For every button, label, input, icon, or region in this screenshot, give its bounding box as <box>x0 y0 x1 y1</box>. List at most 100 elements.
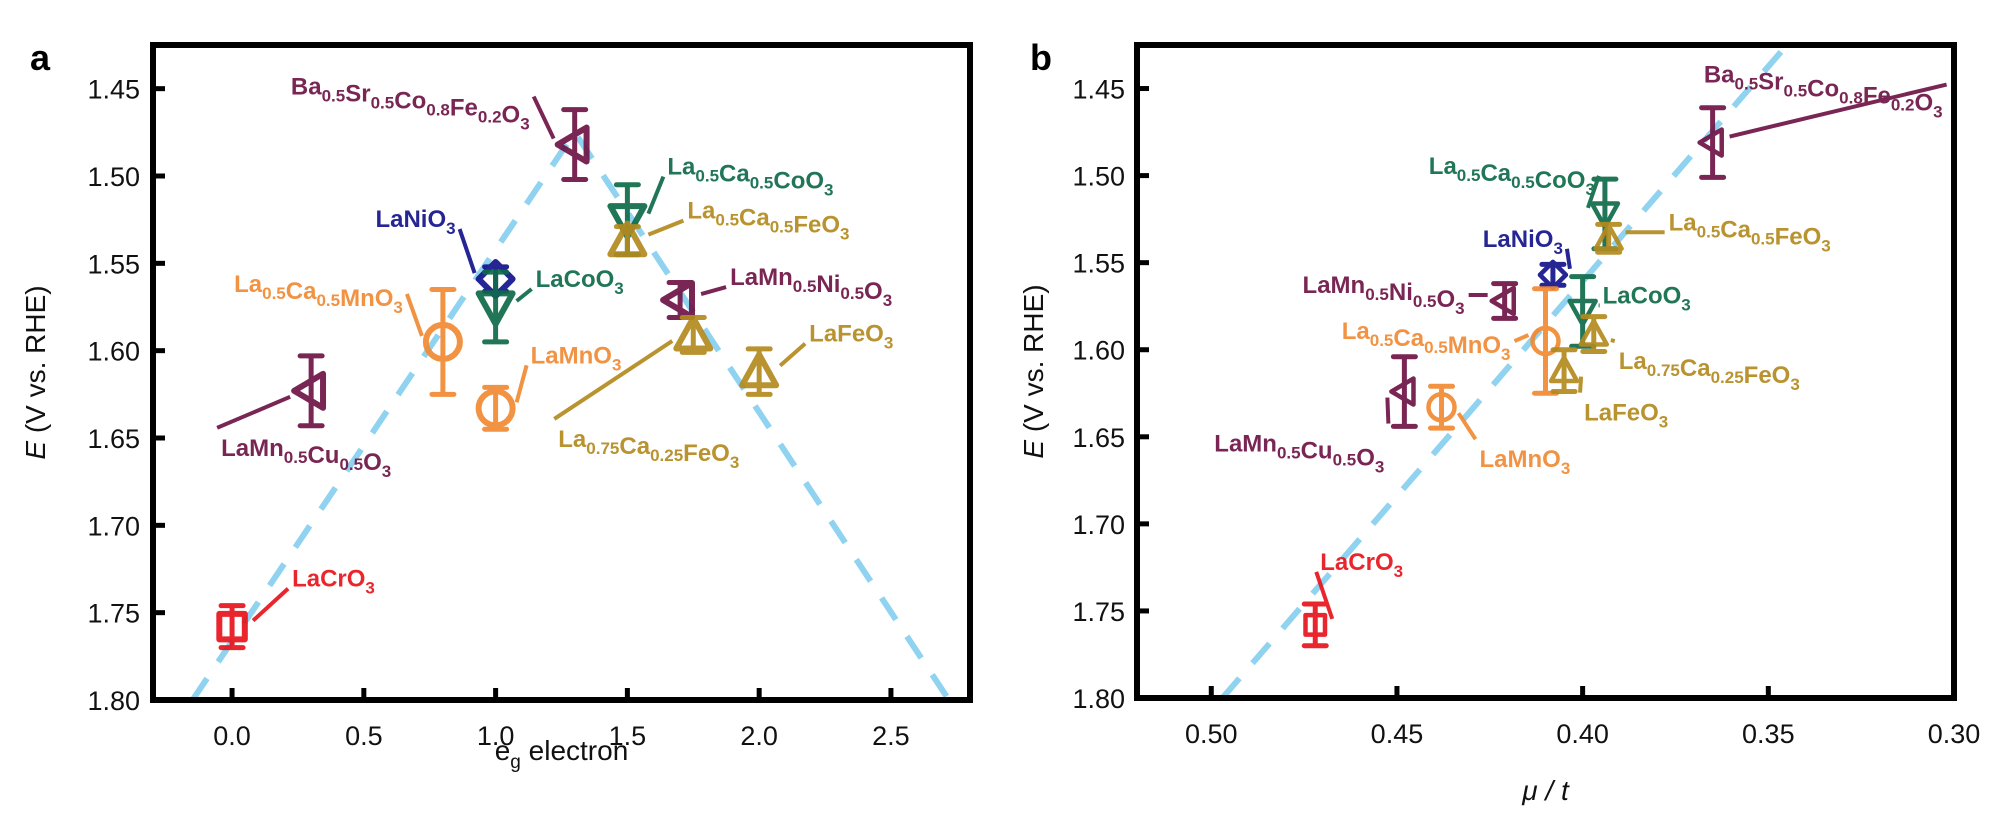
data-label-part: La <box>558 426 587 453</box>
data-point: La0.5Ca0.5FeO3 <box>607 198 850 258</box>
data-label-part: LaNiO <box>1483 226 1554 253</box>
data-label: LaMnO3 <box>531 342 622 374</box>
data-label-part: Ca <box>1720 216 1751 243</box>
x-axis-label-rest: electron <box>521 735 628 766</box>
data-label-part: Ni <box>1389 279 1413 306</box>
data-label-subscript: 3 <box>840 225 849 244</box>
data-label: LaFeO3 <box>809 321 893 353</box>
data-label-part: FeO <box>793 212 840 239</box>
data-point: Ba0.5Sr0.5Co0.8Fe0.2O3 <box>1697 62 1948 180</box>
data-label: LaNiO3 <box>1483 226 1563 258</box>
data-label-part: Sr <box>345 81 370 108</box>
data-label-part: FeO <box>1744 362 1791 389</box>
x-tick-label: 0.5 <box>345 721 383 751</box>
data-label-subscript: 0.8 <box>1839 89 1863 108</box>
data-label-subscript: 3 <box>884 334 893 353</box>
marker-triangle-down <box>475 290 516 327</box>
data-label-subscript: 3 <box>614 279 623 298</box>
y-tick-label: 1.50 <box>87 162 140 192</box>
marker-triangle-down <box>1567 298 1598 327</box>
data-label-part: LaMn <box>221 435 284 462</box>
data-label-subscript: 3 <box>1501 345 1510 364</box>
leader-line <box>1314 571 1335 620</box>
data-label-part: Cu <box>307 442 339 469</box>
y-tick-label: 1.65 <box>87 424 140 454</box>
data-label-part: CoO <box>1535 167 1586 194</box>
leader-line <box>553 339 674 421</box>
x-axis-label: eg electron <box>495 735 629 773</box>
data-label: Ba0.5Sr0.5Co0.8Fe0.2O3 <box>1704 62 1943 122</box>
marker-triangle-down <box>1589 201 1621 230</box>
marker-triangle-up <box>1593 223 1624 251</box>
data-label-subscript: 0.25 <box>1711 368 1744 387</box>
data-label-part: LaMnO <box>1480 446 1561 473</box>
marker-triangle-up <box>739 351 780 389</box>
x-axis-label: μ / t <box>1521 775 1570 806</box>
marker-triangle-down <box>607 203 648 240</box>
panel-letter: a <box>30 37 51 78</box>
data-label-part: LaCoO <box>1603 282 1682 309</box>
data-label: LaMn0.5Ni0.5O3 <box>1303 272 1465 318</box>
data-label-part: MnO <box>340 285 393 312</box>
y-axis-label-rest: (V vs. RHE) <box>1018 284 1049 440</box>
data-label-subscript: 0.5 <box>316 291 340 310</box>
leader-line <box>1610 338 1616 344</box>
data-label-subscript: 0.5 <box>1511 173 1535 192</box>
marker-triangle-up <box>673 314 714 352</box>
data-label-subscript: 0.5 <box>322 87 346 106</box>
data-label-subscript: 3 <box>446 219 455 238</box>
data-label-part: Ca <box>739 205 770 232</box>
data-label: La0.75Ca0.25FeO3 <box>1619 348 1800 394</box>
guide-line <box>1220 45 1790 698</box>
data-label-subscript: 0.5 <box>750 174 774 193</box>
data-label-part: Ca <box>1480 160 1511 187</box>
data-label-subscript: 0.5 <box>1457 166 1481 185</box>
data-point: LaMnO3 <box>1426 383 1571 478</box>
x-axis-label-main: e <box>495 735 511 766</box>
marker-triangle-left <box>1489 285 1516 317</box>
data-label-part: LaMn <box>730 264 793 291</box>
data-label-part: O <box>1437 286 1456 313</box>
marker-circle <box>1530 325 1561 357</box>
data-label-subscript: 0.5 <box>371 94 395 113</box>
data-label: La0.5Ca0.5CoO3 <box>1429 153 1595 199</box>
leader-line <box>1578 376 1584 393</box>
x-tick-label: 1.0 <box>477 721 515 751</box>
data-label-subscript: 3 <box>612 355 621 374</box>
data-label-part: Ba <box>1704 62 1735 89</box>
data-point: LaNiO3 <box>1483 226 1572 291</box>
data-label-part: LaNiO <box>375 206 446 233</box>
data-label-part: Ni <box>816 271 840 298</box>
data-point: La0.5Ca0.5MnO3 <box>1342 286 1561 396</box>
marker-triangle-left <box>1389 376 1416 407</box>
data-label-subscript: 3 <box>520 115 529 134</box>
data-point: La0.75Ca0.25FeO3 <box>1578 314 1800 394</box>
data-label-subscript: 0.5 <box>793 277 817 296</box>
data-label: LaCrO3 <box>292 566 375 598</box>
leader-line <box>700 285 727 296</box>
data-label: La0.5Ca0.5MnO3 <box>1342 318 1511 364</box>
data-label-subscript: 3 <box>730 453 739 472</box>
data-label-subscript: 0.25 <box>650 446 683 465</box>
data-label-part: La <box>1342 318 1371 345</box>
leader-line <box>457 228 477 274</box>
data-label-part: LaMn <box>1214 431 1277 458</box>
data-label: LaMn0.5Cu0.5O3 <box>221 435 391 481</box>
leader-line <box>216 394 291 430</box>
data-label-part: Ca <box>1680 355 1711 382</box>
data-label-subscript: 3 <box>1561 459 1570 478</box>
data-point: LaCoO3 <box>1567 274 1691 349</box>
data-label-subscript: 0.5 <box>715 211 739 230</box>
data-label-subscript: 0.5 <box>339 455 363 474</box>
data-label: La0.5Ca0.5FeO3 <box>1669 209 1831 255</box>
data-label-part: La <box>234 271 263 298</box>
data-label: LaMnO3 <box>1480 446 1571 478</box>
data-label-subscript: 3 <box>1553 239 1562 258</box>
x-tick-label: 2.5 <box>872 721 910 751</box>
y-tick-label: 1.55 <box>87 249 140 279</box>
data-label-subscript: 0.5 <box>840 284 864 303</box>
data-point: Ba0.5Sr0.5Co0.8Fe0.2O3 <box>291 74 590 182</box>
data-label-part: La <box>1429 153 1458 180</box>
data-label-part: LaMnO <box>531 342 612 369</box>
